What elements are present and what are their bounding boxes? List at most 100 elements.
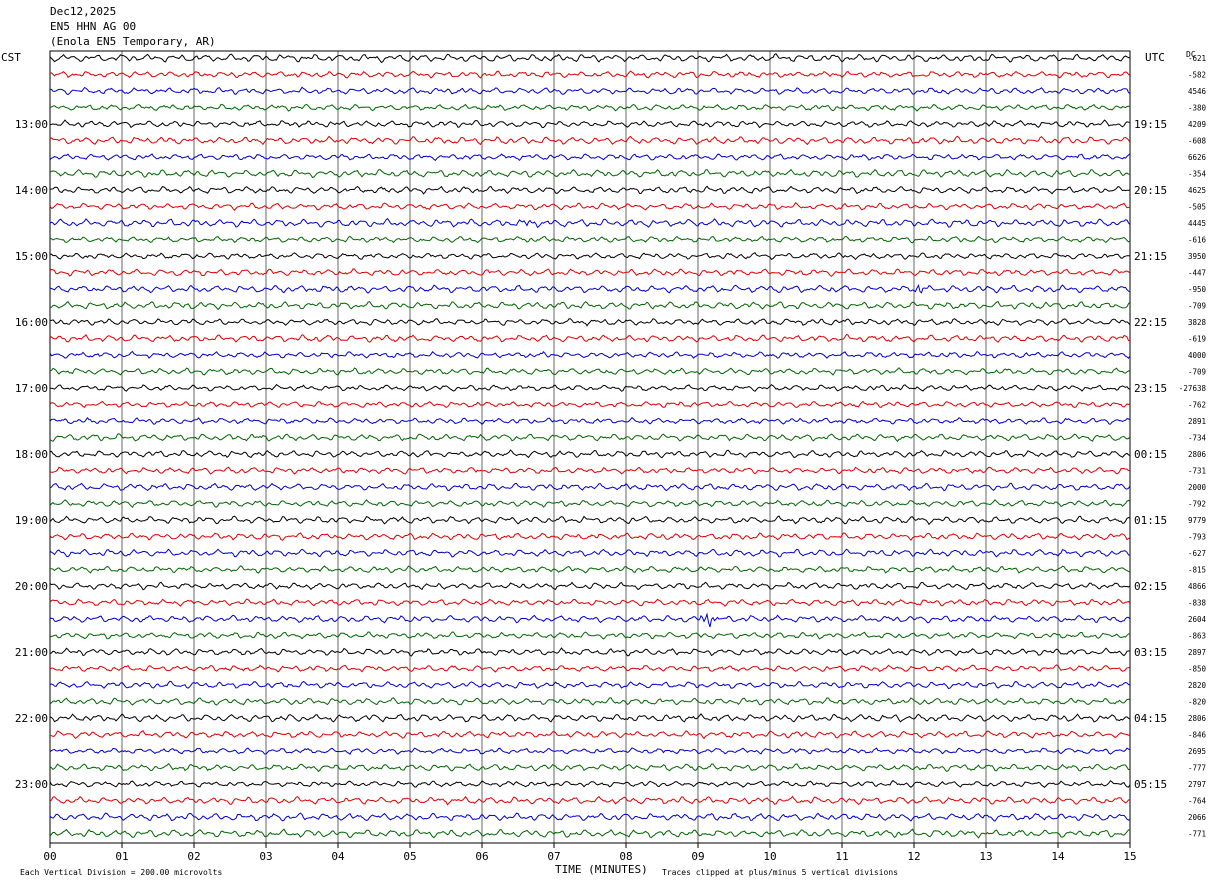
trace-row-32 — [50, 564, 1131, 574]
trace-row-30 — [49, 532, 1131, 542]
left-hour-label: 18:00 — [15, 448, 48, 461]
right-hour-label: 21:15 — [1134, 250, 1167, 263]
dc-offset-label: -846 — [1188, 731, 1207, 740]
x-tick-label-05: 05 — [403, 850, 416, 863]
trace-row-15 — [49, 284, 1131, 294]
trace-row-12 — [49, 235, 1131, 244]
x-tick-label-15: 15 — [1123, 850, 1136, 863]
x-tick-label-00: 00 — [43, 850, 56, 863]
left-timezone-label: CST — [1, 51, 21, 64]
dc-offset-label: 4625 — [1188, 186, 1206, 195]
x-tick-label-14: 14 — [1051, 850, 1065, 863]
trace-row-6 — [49, 135, 1131, 146]
trace-row-33 — [49, 581, 1131, 591]
x-tick-label-06: 06 — [475, 850, 488, 863]
trace-row-40 — [49, 697, 1131, 706]
left-hour-label: 16:00 — [15, 316, 48, 329]
dc-offset-label: -762 — [1188, 401, 1206, 410]
x-tick-label-09: 09 — [691, 850, 704, 863]
dc-offset-label: 2891 — [1188, 417, 1206, 426]
trace-row-8 — [49, 168, 1131, 179]
dc-offset-label: -838 — [1188, 599, 1207, 608]
right-hour-label: 23:15 — [1134, 382, 1167, 395]
trace-row-18 — [49, 333, 1131, 343]
dc-offset-label: -850 — [1188, 665, 1207, 674]
dc-offset-label: 4445 — [1188, 219, 1206, 228]
x-axis-title: TIME (MINUTES) — [555, 863, 648, 876]
x-tick-label-12: 12 — [907, 850, 920, 863]
dc-offset-label: -792 — [1188, 500, 1206, 509]
dc-offset-label: 2695 — [1188, 747, 1206, 756]
right-hour-label: 00:15 — [1134, 448, 1167, 461]
x-axis-ticks: 00 01 02 03 04 05 06 07 08 09 10 11 12 13 14 15 — [43, 843, 1137, 863]
trace-row-47 — [49, 812, 1131, 822]
footer-clip-note: Traces clipped at plus/minus 5 vertical … — [662, 868, 898, 877]
dc-offset-label: 2000 — [1188, 483, 1207, 492]
x-tick-label-08: 08 — [619, 850, 632, 863]
left-hour-label: 20:00 — [15, 580, 48, 593]
right-hour-label: 19:15 — [1134, 118, 1167, 131]
dc-offset-labels: -621 -582 4546 -380 4209 -608 6626 -354 4625 -505… — [1179, 54, 1207, 839]
left-hour-label: 23:00 — [15, 778, 48, 791]
left-hour-label: 17:00 — [15, 382, 48, 395]
dc-offset-label: 2806 — [1188, 714, 1207, 723]
trace-row-14 — [49, 268, 1131, 277]
trace-row-34 — [49, 598, 1131, 607]
dc-column-label: DC — [1186, 50, 1196, 59]
x-tick-label-04: 04 — [331, 850, 345, 863]
dc-offset-label: -27638 — [1179, 384, 1207, 393]
trace-row-2 — [49, 70, 1131, 79]
dc-offset-label: 3950 — [1188, 252, 1207, 261]
trace-row-36 — [49, 631, 1131, 640]
header-location: (Enola EN5 Temporary, AR) — [50, 35, 216, 48]
trace-row-1 — [49, 53, 1131, 64]
trace-row-46 — [49, 795, 1131, 806]
dc-offset-label: 2066 — [1188, 813, 1207, 822]
trace-row-24 — [49, 433, 1131, 443]
left-hour-label: 21:00 — [15, 646, 48, 659]
trace-row-35 — [49, 612, 1131, 628]
left-hour-label: 13:00 — [15, 118, 48, 131]
seismic-traces — [49, 53, 1131, 839]
trace-row-44 — [49, 762, 1131, 773]
trace-row-41 — [49, 713, 1131, 723]
trace-row-21 — [49, 383, 1131, 392]
x-tick-label-03: 03 — [259, 850, 272, 863]
dc-offset-label: -709 — [1188, 302, 1206, 311]
dc-offset-label: 2806 — [1188, 450, 1207, 459]
dc-offset-label: -608 — [1188, 137, 1207, 146]
left-hour-label: 15:00 — [15, 250, 48, 263]
dc-offset-label: 2604 — [1188, 615, 1207, 624]
x-tick-label-07: 07 — [547, 850, 560, 863]
dc-offset-label: 9779 — [1188, 516, 1206, 525]
dc-offset-label: -709 — [1188, 368, 1206, 377]
right-hour-label: 22:15 — [1134, 316, 1167, 329]
trace-row-39 — [49, 680, 1131, 690]
dc-offset-label: -764 — [1188, 797, 1207, 806]
left-hour-label: 19:00 — [15, 514, 48, 527]
dc-offset-label: -777 — [1188, 764, 1206, 773]
trace-row-16 — [49, 300, 1131, 311]
header-station: EN5 HHN AG 00 — [50, 20, 136, 33]
x-tick-label-10: 10 — [763, 850, 776, 863]
trace-row-28 — [49, 499, 1131, 508]
dc-offset-label: -731 — [1188, 467, 1206, 476]
dc-offset-label: 2897 — [1188, 648, 1206, 657]
trace-row-45 — [49, 779, 1131, 788]
footer-scale-note: Each Vertical Division = 200.00 microvol… — [20, 868, 222, 877]
trace-row-17 — [49, 318, 1131, 327]
dc-offset-label: 4209 — [1188, 120, 1206, 129]
right-hour-label: 04:15 — [1134, 712, 1167, 725]
left-hour-label: 14:00 — [15, 184, 48, 197]
trace-row-10 — [49, 201, 1131, 211]
right-timezone-label: UTC — [1145, 51, 1165, 64]
x-tick-label-01: 01 — [115, 850, 128, 863]
x-tick-label-13: 13 — [979, 850, 992, 863]
x-tick-label-11: 11 — [835, 850, 848, 863]
right-hour-label: 02:15 — [1134, 580, 1167, 593]
trace-row-26 — [49, 466, 1131, 475]
right-hour-label: 20:15 — [1134, 184, 1167, 197]
dc-offset-label: -734 — [1188, 434, 1207, 443]
dc-offset-label: -793 — [1188, 533, 1206, 542]
trace-row-5 — [49, 119, 1131, 129]
